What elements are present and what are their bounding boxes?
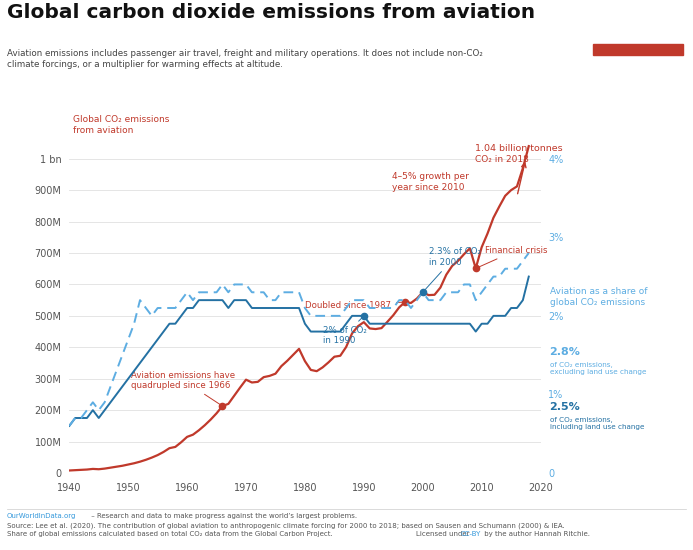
Text: Financial crisis: Financial crisis	[478, 246, 547, 267]
Text: OurWorldInData.org: OurWorldInData.org	[7, 513, 76, 519]
Bar	[593, 44, 683, 55]
Text: Global carbon dioxide emissions from aviation: Global carbon dioxide emissions from avi…	[7, 3, 535, 22]
Text: in Data: in Data	[616, 28, 659, 38]
Text: of CO₂ emissions,
excluding land use change: of CO₂ emissions, excluding land use cha…	[550, 362, 646, 375]
Text: Global CO₂ emissions
from aviation: Global CO₂ emissions from aviation	[73, 116, 169, 135]
Text: of CO₂ emissions,
including land use change: of CO₂ emissions, including land use cha…	[550, 417, 644, 430]
Text: Share of global emissions calculated based on total CO₂ data from the Global Car: Share of global emissions calculated bas…	[7, 531, 333, 537]
Text: Doubled since 1987: Doubled since 1987	[305, 301, 403, 310]
Text: by the author Hannah Ritchie.: by the author Hannah Ritchie.	[482, 531, 590, 537]
Text: Aviation as a share of
global CO₂ emissions: Aviation as a share of global CO₂ emissi…	[550, 287, 647, 307]
Text: 1.04 billion tonnes: 1.04 billion tonnes	[475, 144, 562, 153]
Text: – Research and data to make progress against the world’s largest problems.: – Research and data to make progress aga…	[89, 513, 357, 519]
Text: Aviation emissions have
quadrupled since 1966: Aviation emissions have quadrupled since…	[131, 371, 236, 405]
Text: CO₂ in 2018: CO₂ in 2018	[475, 155, 529, 164]
Text: Source: Lee et al. (2020). The contribution of global aviation to anthropogenic : Source: Lee et al. (2020). The contribut…	[7, 522, 565, 529]
Text: 4–5% growth per
year since 2010: 4–5% growth per year since 2010	[392, 172, 468, 192]
Text: CC-BY: CC-BY	[461, 531, 481, 537]
Text: 2.5%: 2.5%	[550, 402, 580, 412]
Text: Our World: Our World	[608, 14, 667, 24]
Text: Licensed under: Licensed under	[416, 531, 471, 537]
Text: 2.3% of CO₂
in 2000: 2.3% of CO₂ in 2000	[425, 248, 481, 290]
Text: 2% of CO₂
in 1990: 2% of CO₂ in 1990	[322, 318, 367, 345]
Text: Aviation emissions includes passenger air travel, freight and military operation: Aviation emissions includes passenger ai…	[7, 50, 483, 69]
Text: 2.8%: 2.8%	[550, 346, 581, 357]
